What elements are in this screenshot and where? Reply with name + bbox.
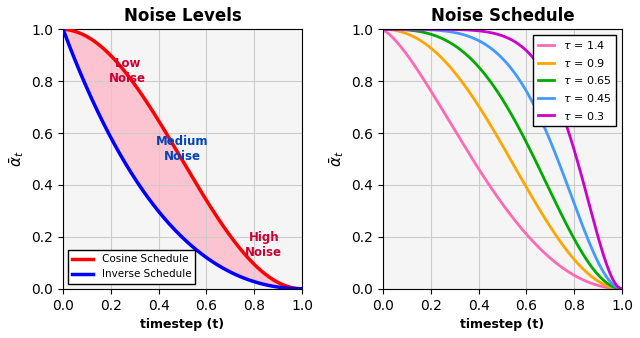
- Cosine Schedule: [248, 259, 255, 263]
- Inverse Schedule: [60, 27, 67, 31]
- $\tau$ = 0.45: [489, 48, 497, 52]
- Title: Noise Levels: Noise Levels: [124, 7, 241, 25]
- $\tau$ = 1.4: [380, 28, 387, 32]
- Cosine Schedule: [291, 286, 299, 290]
- $\tau$ = 0.3: [495, 33, 503, 37]
- Line: Cosine Schedule: Cosine Schedule: [63, 29, 302, 289]
- $\tau$ = 0.3: [568, 138, 575, 142]
- Cosine Schedule: [175, 153, 183, 157]
- Cosine Schedule: [60, 27, 67, 31]
- $\tau$ = 0.9: [489, 127, 497, 131]
- $\tau$ = 0.45: [392, 27, 399, 31]
- Inverse Schedule: [72, 58, 79, 63]
- Text: High
Noise: High Noise: [245, 231, 282, 259]
- Cosine Schedule: [291, 286, 299, 290]
- X-axis label: timestep (t): timestep (t): [461, 318, 545, 331]
- $\tau$ = 0.3: [380, 27, 387, 31]
- $\tau$ = 1.4: [495, 197, 503, 201]
- Inverse Schedule: [169, 226, 177, 230]
- $\tau$ = 0.45: [380, 27, 387, 31]
- Inverse Schedule: [291, 287, 299, 291]
- $\tau$ = 0.9: [568, 254, 575, 258]
- Legend: Cosine Schedule, Inverse Schedule: Cosine Schedule, Inverse Schedule: [68, 250, 195, 284]
- Text: Medium
Noise: Medium Noise: [156, 135, 209, 163]
- $\tau$ = 0.65: [611, 286, 619, 290]
- $\tau$ = 0.65: [568, 232, 575, 236]
- $\tau$ = 0.45: [611, 284, 619, 288]
- Y-axis label: $\bar{\alpha}_t$: $\bar{\alpha}_t$: [327, 151, 346, 167]
- $\tau$ = 0.65: [618, 287, 626, 291]
- X-axis label: timestep (t): timestep (t): [141, 318, 225, 331]
- Title: Noise Schedule: Noise Schedule: [431, 7, 574, 25]
- $\tau$ = 0.45: [495, 53, 503, 57]
- Inverse Schedule: [175, 233, 183, 237]
- $\tau$ = 1.4: [392, 38, 399, 42]
- Text: Low
Noise: Low Noise: [109, 57, 146, 85]
- $\tau$ = 0.3: [611, 281, 619, 285]
- Inverse Schedule: [298, 287, 306, 291]
- $\tau$ = 0.9: [495, 138, 503, 142]
- $\tau$ = 0.45: [568, 193, 575, 197]
- $\tau$ = 0.9: [380, 27, 387, 31]
- $\tau$ = 1.4: [489, 188, 497, 192]
- Inverse Schedule: [248, 279, 255, 283]
- $\tau$ = 0.9: [611, 286, 619, 290]
- $\tau$ = 1.4: [568, 271, 575, 275]
- $\tau$ = 0.65: [495, 92, 503, 96]
- Line: $\tau$ = 0.3: $\tau$ = 0.3: [383, 29, 622, 289]
- Line: $\tau$ = 0.45: $\tau$ = 0.45: [383, 29, 622, 289]
- $\tau$ = 0.65: [489, 83, 497, 87]
- $\tau$ = 0.45: [618, 287, 626, 291]
- Line: $\tau$ = 0.65: $\tau$ = 0.65: [383, 29, 622, 289]
- Line: $\tau$ = 1.4: $\tau$ = 1.4: [383, 30, 622, 289]
- Cosine Schedule: [298, 287, 306, 291]
- $\tau$ = 0.65: [611, 286, 619, 290]
- $\tau$ = 1.4: [611, 287, 619, 291]
- $\tau$ = 1.4: [618, 287, 626, 291]
- $\tau$ = 0.3: [489, 31, 497, 35]
- Cosine Schedule: [72, 29, 79, 33]
- $\tau$ = 1.4: [611, 287, 619, 291]
- Inverse Schedule: [291, 287, 299, 291]
- $\tau$ = 0.3: [611, 281, 619, 285]
- $\tau$ = 0.3: [618, 287, 626, 291]
- Cosine Schedule: [169, 142, 177, 146]
- $\tau$ = 0.9: [611, 286, 619, 290]
- Line: $\tau$ = 0.9: $\tau$ = 0.9: [383, 29, 622, 289]
- $\tau$ = 0.9: [618, 287, 626, 291]
- $\tau$ = 0.3: [392, 27, 399, 31]
- $\tau$ = 0.65: [380, 27, 387, 31]
- Y-axis label: $\bar{\alpha}_t$: $\bar{\alpha}_t$: [7, 151, 26, 167]
- $\tau$ = 0.65: [392, 27, 399, 31]
- Line: Inverse Schedule: Inverse Schedule: [63, 29, 302, 289]
- $\tau$ = 0.45: [611, 284, 619, 288]
- $\tau$ = 0.9: [392, 28, 399, 32]
- Legend: $\tau$ = 1.4, $\tau$ = 0.9, $\tau$ = 0.65, $\tau$ = 0.45, $\tau$ = 0.3: $\tau$ = 1.4, $\tau$ = 0.9, $\tau$ = 0.6…: [533, 35, 616, 126]
